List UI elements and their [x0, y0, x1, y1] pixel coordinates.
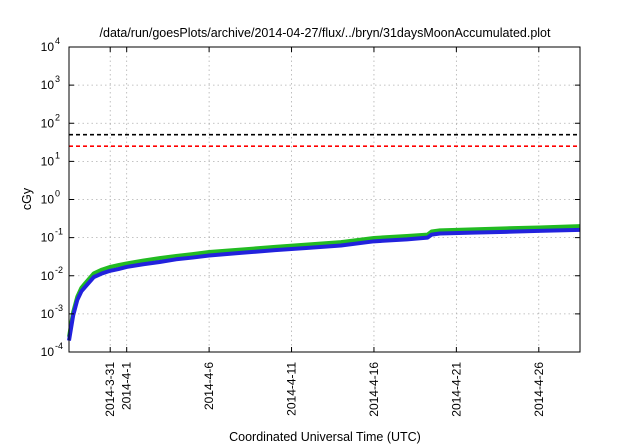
y-tick-label: 10	[41, 269, 55, 283]
y-tick-exponent: -1	[55, 227, 63, 237]
y-tick-label: 10	[41, 154, 55, 168]
series-line-2	[67, 227, 581, 341]
y-tick-exponent: 1	[55, 150, 60, 160]
y-tick-exponent: 0	[55, 189, 60, 199]
y-tick-label: 10	[41, 345, 55, 359]
x-tick-label: 2014-4-11	[285, 362, 299, 416]
x-tick-label: 2014-4-21	[449, 362, 463, 417]
y-tick-label: 10	[41, 78, 55, 92]
grid	[69, 47, 580, 352]
x-tick-label: 2014-3-31	[103, 362, 117, 417]
y-tick-exponent: -3	[55, 303, 63, 313]
y-tick-label: 10	[41, 307, 55, 321]
y-tick-label: 10	[41, 116, 55, 130]
y-tick-label: 10	[41, 231, 55, 245]
y-tick-exponent: 3	[55, 74, 60, 84]
data-series	[67, 224, 581, 341]
x-tick-label: 2014-4-26	[532, 362, 546, 417]
threshold-lines	[69, 133, 580, 148]
y-tick-exponent: -2	[55, 265, 63, 275]
y-tick-label: 10	[41, 40, 55, 54]
x-axis-label: Coordinated Universal Time (UTC)	[229, 430, 421, 444]
y-tick-label: 10	[41, 193, 55, 207]
x-tick-label: 2014-4-16	[367, 362, 381, 417]
x-axis-ticks: 2014-3-31 2014-4-1 2014-4-6 2014-4-11 2014-4…	[103, 47, 546, 417]
y-axis-label: cGy	[20, 187, 34, 210]
y-tick-exponent: 4	[55, 36, 60, 46]
x-tick-label: 2014-4-6	[202, 362, 216, 410]
chart-title: /data/run/goesPlots/archive/2014-04-27/f…	[100, 26, 551, 40]
y-tick-exponent: -4	[55, 341, 63, 351]
y-tick-exponent: 2	[55, 112, 60, 122]
series-line-1	[67, 224, 581, 338]
x-tick-label: 2014-4-1	[120, 362, 134, 410]
